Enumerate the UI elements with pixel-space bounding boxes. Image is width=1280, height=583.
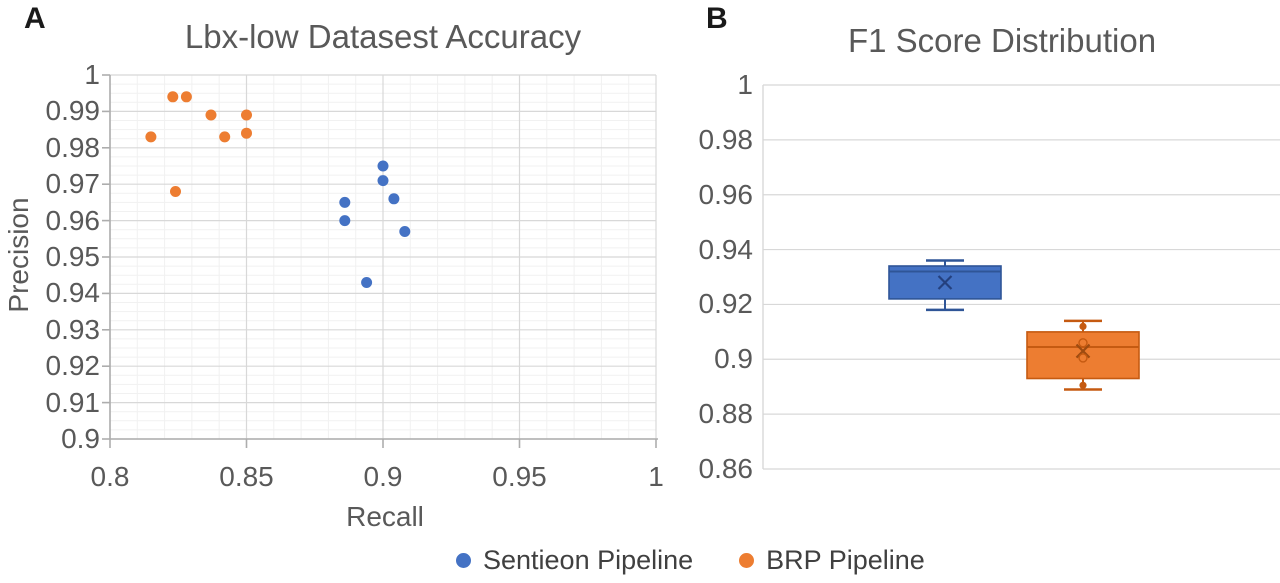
- legend-label-sentieon: Sentieon Pipeline: [483, 545, 694, 575]
- boxplot-y-tick-label: 0.86: [698, 453, 754, 484]
- legend-item-sentieon: Sentieon Pipeline: [456, 545, 693, 576]
- boxplot-y-tick-label: 0.88: [698, 398, 754, 430]
- scatter-point-sentieon-pipeline: [361, 277, 373, 288]
- data-point-circle: [1078, 338, 1088, 348]
- scatter-y-tick-label: 0.99: [45, 95, 101, 127]
- legend-item-brp: BRP Pipeline: [739, 545, 925, 576]
- panel-b-label: B: [706, 2, 728, 35]
- scatter-y-tick-label: 0.97: [45, 168, 101, 200]
- scatter-point-sentieon-pipeline: [377, 175, 389, 187]
- brp-marker-icon: [739, 553, 755, 568]
- scatter-x-axis-title: Recall: [346, 501, 424, 532]
- box-plot-area: [762, 84, 1280, 470]
- boxplot-title: F1 Score Distribution: [847, 22, 1157, 59]
- scatter-x-tick-label: 0.9: [363, 461, 403, 492]
- data-point-dot: [1079, 322, 1087, 330]
- boxplot-y-tick-label: 0.9: [714, 343, 753, 375]
- box-sentieon-pipeline: [888, 259, 1002, 312]
- scatter-y-tick-label: 0.93: [45, 313, 101, 345]
- scatter-point-brp-pipeline: [241, 127, 252, 139]
- mean-x-marker: [1075, 343, 1091, 359]
- mean-x-marker: [1075, 343, 1091, 359]
- scatter-title: Lbx-low Datasest Accuracy: [184, 18, 582, 55]
- boxplot-y-tick-label: 0.92: [698, 288, 754, 320]
- scatter-x-tick-label: 0.85: [219, 461, 274, 492]
- scatter-y-tick-label: 0.95: [45, 241, 101, 272]
- data-point-dot: [1079, 381, 1087, 389]
- scatter-point-sentieon-pipeline: [399, 226, 411, 237]
- scatter-point-sentieon-pipeline: [339, 196, 351, 208]
- box-brp-pipeline: [1026, 319, 1140, 391]
- scatter-y-tick-label: 0.92: [45, 350, 101, 382]
- iqr-box: [888, 265, 1002, 300]
- boxplot-y-tick-label: 0.96: [698, 178, 754, 210]
- scatter-y-tick-label: 0.98: [45, 131, 101, 163]
- sentieon-marker-icon: [456, 553, 471, 568]
- legend-label-brp: BRP Pipeline: [766, 545, 925, 575]
- iqr-box: [1026, 331, 1140, 380]
- boxplot-y-tick-label: 1: [737, 69, 753, 100]
- boxplot-y-tick-label: 0.98: [698, 123, 754, 155]
- scatter-x-tick-label: 0.95: [492, 461, 547, 492]
- boxplot-y-tick-label: 0.94: [698, 233, 754, 265]
- data-point-circle: [1078, 353, 1088, 363]
- panel-a-label: A: [24, 2, 46, 35]
- scatter-y-tick-label: 0.91: [45, 386, 101, 418]
- scatter-y-tick-label: 0.9: [61, 423, 100, 454]
- scatter-point-sentieon-pipeline: [339, 215, 351, 227]
- scatter-point-sentieon-pipeline: [377, 160, 389, 172]
- scatter-point-brp-pipeline: [241, 109, 252, 121]
- scatter-point-brp-pipeline: [167, 91, 179, 103]
- mean-x-marker: [937, 275, 953, 290]
- scatter-y-tick-label: 0.94: [45, 277, 101, 309]
- scatter-point-brp-pipeline: [170, 186, 181, 197]
- scatter-x-tick-label: 0.8: [90, 461, 130, 492]
- scatter-point-brp-pipeline: [205, 109, 217, 121]
- scatter-point-sentieon-pipeline: [388, 193, 400, 205]
- scatter-y-tick-label: 1: [84, 59, 100, 90]
- mean-x-marker: [937, 275, 953, 290]
- scatter-plot-area: [102, 74, 658, 448]
- legend: Sentieon Pipeline BRP Pipeline: [456, 545, 925, 576]
- scatter-y-tick-label: 0.96: [45, 204, 101, 236]
- scatter-point-brp-pipeline: [180, 91, 192, 103]
- scatter-x-tick-label: 1: [648, 461, 664, 492]
- scatter-point-brp-pipeline: [145, 131, 157, 143]
- scatter-point-brp-pipeline: [219, 131, 231, 143]
